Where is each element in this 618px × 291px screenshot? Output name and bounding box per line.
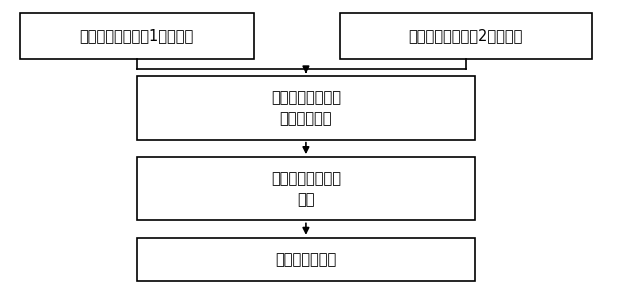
FancyBboxPatch shape xyxy=(137,157,475,221)
FancyBboxPatch shape xyxy=(340,13,592,59)
FancyBboxPatch shape xyxy=(137,238,475,281)
FancyBboxPatch shape xyxy=(137,76,475,140)
FancyBboxPatch shape xyxy=(20,13,253,59)
Text: 利用视像差计算出
空间深度数据: 利用视像差计算出 空间深度数据 xyxy=(271,90,341,126)
Text: 估算空间温度场: 估算空间温度场 xyxy=(275,252,337,267)
Text: 含深度信息的空间
温度: 含深度信息的空间 温度 xyxy=(271,171,341,207)
Text: 温度场检测传感器1检测数据: 温度场检测传感器1检测数据 xyxy=(80,29,194,43)
Text: 温度场检测传感器2检测数据: 温度场检测传感器2检测数据 xyxy=(408,29,523,43)
